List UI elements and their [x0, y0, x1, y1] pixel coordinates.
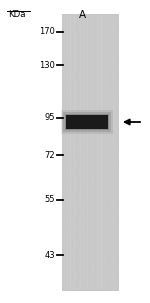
Bar: [63, 112, 111, 132]
Bar: [66, 115, 108, 129]
Bar: [62, 14, 118, 290]
Text: 55: 55: [45, 195, 55, 205]
Text: 43: 43: [44, 251, 55, 259]
Text: 95: 95: [45, 114, 55, 122]
Text: 130: 130: [39, 61, 55, 69]
Bar: [61, 110, 113, 134]
Text: 170: 170: [39, 28, 55, 36]
Text: KDa: KDa: [8, 10, 26, 19]
Text: A: A: [78, 10, 86, 20]
Text: 72: 72: [44, 151, 55, 159]
Bar: [65, 114, 109, 130]
